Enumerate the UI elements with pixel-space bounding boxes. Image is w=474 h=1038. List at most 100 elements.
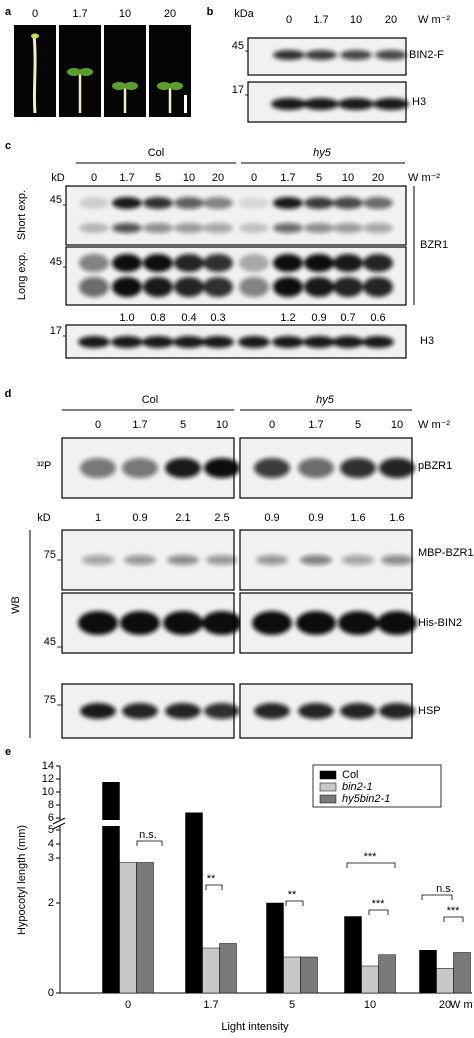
dose-label: 20 xyxy=(212,172,224,184)
band xyxy=(204,703,240,719)
band xyxy=(143,223,173,233)
blot-bands xyxy=(78,336,394,348)
dose-label: 10 xyxy=(350,14,362,26)
panel-label: a xyxy=(5,6,12,18)
bar xyxy=(136,862,154,994)
band xyxy=(362,336,394,348)
band xyxy=(363,254,393,272)
quant-label: 0.6 xyxy=(370,312,385,324)
band xyxy=(203,223,233,233)
x-tick-label: 0 xyxy=(125,999,131,1011)
blot-frame xyxy=(239,592,413,654)
y-tick-label: 2 xyxy=(48,897,54,909)
y-tick-label: 4 xyxy=(48,838,54,850)
blot-frame xyxy=(247,81,407,123)
significance-label: ** xyxy=(207,873,216,885)
quant-label: 1.2 xyxy=(280,312,295,324)
x-unit-label: W m⁻² xyxy=(450,999,474,1011)
dose-label: 1.7 xyxy=(313,14,328,26)
bar xyxy=(300,956,318,994)
x-tick-label: 10 xyxy=(364,999,376,1011)
group-label: Col xyxy=(148,147,165,159)
quant-label: 1.0 xyxy=(119,312,134,324)
cotyledon xyxy=(124,82,138,90)
y-tick-label: 0 xyxy=(48,987,54,999)
dose-label: 0 xyxy=(286,14,292,26)
band xyxy=(174,277,204,297)
significance-label: n.s. xyxy=(436,883,454,895)
bar xyxy=(283,956,301,994)
band xyxy=(174,223,204,233)
band xyxy=(303,98,339,110)
group-label: hy5 xyxy=(316,394,335,406)
band xyxy=(79,197,109,209)
quant-label: 0.3 xyxy=(210,312,225,324)
dose-label: 10 xyxy=(391,419,403,431)
x-tick-label: 1.7 xyxy=(203,999,218,1011)
bar xyxy=(219,943,237,994)
band xyxy=(298,703,334,719)
band xyxy=(273,50,305,60)
blot-frame xyxy=(61,437,235,499)
dose-label: 1.7 xyxy=(132,419,147,431)
band xyxy=(379,703,415,719)
band xyxy=(143,197,173,209)
mw-marker: 45 xyxy=(50,194,62,206)
band xyxy=(271,98,307,110)
band xyxy=(333,254,363,272)
bar xyxy=(202,947,220,994)
band xyxy=(333,223,363,233)
exposure-label: Long exp. xyxy=(16,252,28,300)
band xyxy=(305,50,337,60)
dose-label: 10 xyxy=(119,8,131,20)
significance-bracket xyxy=(421,894,453,900)
dose-label: 20 xyxy=(372,172,384,184)
bar xyxy=(344,916,362,994)
mw-marker: 75 xyxy=(44,549,56,561)
blot-bands xyxy=(80,458,240,478)
group-label: Col xyxy=(142,394,159,406)
band xyxy=(363,223,393,233)
wb-label: WB xyxy=(10,596,22,614)
panel-label: d xyxy=(5,388,12,400)
band xyxy=(173,336,205,348)
dose-label: 5 xyxy=(316,172,322,184)
band xyxy=(78,336,110,348)
blot-bands xyxy=(79,197,393,233)
x-axis-title: Light intensity xyxy=(221,1021,289,1033)
band xyxy=(296,611,336,635)
quant-label: 0.8 xyxy=(150,312,165,324)
band xyxy=(363,277,393,297)
bar xyxy=(266,902,284,994)
mw-marker: 17 xyxy=(232,84,244,96)
band xyxy=(165,703,201,719)
mw-marker: 45 xyxy=(50,256,62,268)
band xyxy=(112,197,142,209)
panel-label: c xyxy=(5,140,11,152)
protein-label: BZR1 xyxy=(420,239,448,251)
legend-label: Col xyxy=(342,769,359,781)
bar xyxy=(436,968,454,994)
blot-bands xyxy=(273,50,407,60)
dose-label: 20 xyxy=(385,14,397,26)
band xyxy=(112,254,142,272)
band xyxy=(142,336,174,348)
band xyxy=(342,555,374,565)
band xyxy=(174,254,204,272)
significance-bracket xyxy=(368,909,389,915)
legend-swatch xyxy=(319,794,337,804)
band xyxy=(333,197,363,209)
band xyxy=(203,197,233,209)
blot-bands xyxy=(252,611,417,635)
dose-label: 1.7 xyxy=(72,8,87,20)
band xyxy=(239,277,269,297)
band xyxy=(340,50,372,60)
x-tick-label: 5 xyxy=(289,999,295,1011)
blot-bands xyxy=(256,555,413,565)
band xyxy=(79,254,109,272)
band xyxy=(174,197,204,209)
dose-label: 1.7 xyxy=(280,172,295,184)
blot-label: BIN2-F xyxy=(409,49,444,61)
unit-label: W m⁻² xyxy=(418,419,450,431)
blot-frame xyxy=(65,324,407,359)
